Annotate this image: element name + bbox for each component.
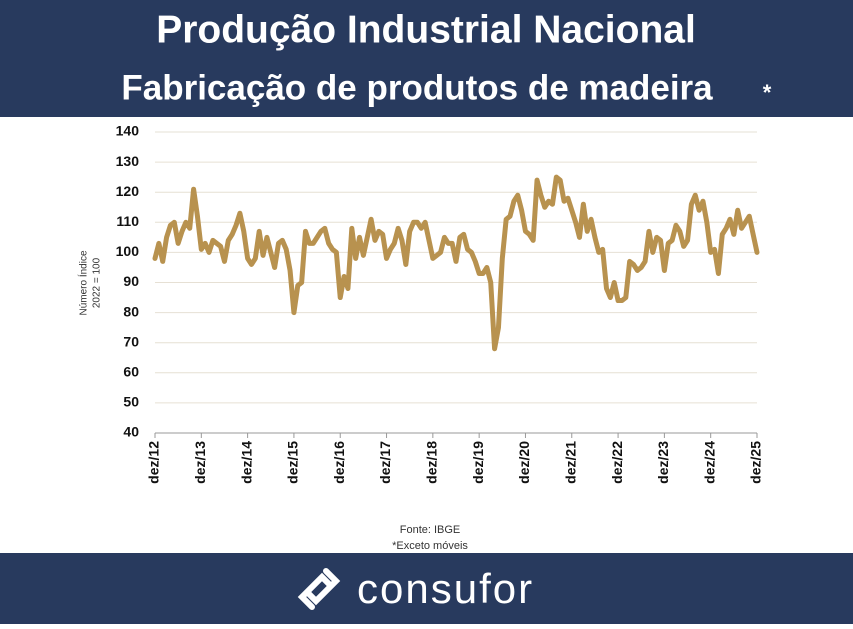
subtitle-mark: * [763,80,772,105]
chart-title: Produção Industrial Nacional [156,8,696,51]
x-tick-label: dez/23 [655,441,671,484]
footer-band [0,553,853,624]
y-tick-label: 100 [116,243,140,259]
y-tick-label: 130 [116,153,140,169]
y-tick-label: 80 [123,303,139,319]
y-tick-label: 50 [123,394,139,410]
y-tick-label: 110 [116,213,139,229]
x-tick-label: dez/16 [331,441,347,484]
x-tick-label: dez/18 [424,441,440,484]
chart-subtitle: Fabricação de produtos de madeira [121,68,713,107]
y-tick-label: 70 [123,333,139,349]
x-tick-label: dez/17 [377,441,393,484]
x-tick-label: dez/20 [516,441,532,484]
x-tick-label: dez/19 [470,441,486,484]
x-tick-label: dez/24 [701,441,717,484]
y-tick-label: 140 [116,123,140,139]
y-axis-label: Número Índice [77,250,90,315]
x-tick-label: dez/13 [192,441,208,484]
header-band [0,0,853,117]
y-tick-label: 60 [123,364,139,380]
y-tick-label: 120 [116,183,140,199]
x-tick-label: dez/21 [562,441,578,484]
x-tick-label: dez/15 [285,441,301,484]
data-line [152,174,760,352]
x-tick-label: dez/25 [748,441,764,484]
note: *Exceto móveis [392,540,468,552]
y-tick-label: 40 [123,424,139,440]
y-tick-label: 90 [123,273,139,289]
source: Fonte: IBGE [400,524,461,536]
x-tick-label: dez/22 [609,441,625,484]
x-tick-label: dez/12 [146,441,162,484]
logo-icon [297,568,341,610]
x-tick-label: dez/14 [238,441,254,484]
y-axis-label: 2022 = 100 [92,257,103,308]
brand-name: consufor [357,565,534,612]
